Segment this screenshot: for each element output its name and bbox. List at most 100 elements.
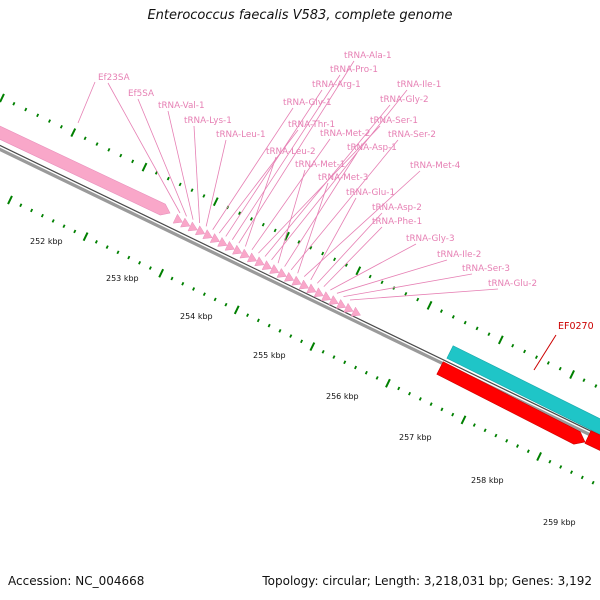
- feature-leader-line: [218, 129, 299, 234]
- feature-leader-line: [297, 182, 329, 274]
- tick-mark-inner: [202, 292, 206, 297]
- feature-leader-line: [290, 139, 399, 271]
- tick-mark-inner: [375, 376, 379, 380]
- tick-mark-inner: [51, 219, 55, 223]
- gene-reverse-arrow: [436, 361, 586, 445]
- ruler-label: 253 kbp: [106, 274, 139, 283]
- tick-mark-inner: [233, 305, 240, 315]
- feature-label: tRNA-Thr-1: [288, 120, 335, 130]
- tick-mark-outer: [59, 124, 63, 129]
- ruler-label: 255 kbp: [253, 351, 286, 360]
- tick-mark-outer: [273, 228, 277, 233]
- tick-mark-inner: [148, 266, 152, 270]
- tick-mark-outer: [131, 159, 135, 164]
- feature-leader-line: [205, 139, 227, 227]
- tick-mark-inner: [300, 339, 304, 344]
- feature-label: tRNA-Pro-1: [330, 65, 378, 75]
- tick-mark-outer: [368, 274, 372, 279]
- feature-label: tRNA-Ile-1: [397, 80, 441, 90]
- tick-mark-inner: [181, 281, 185, 286]
- tick-mark-inner: [158, 268, 165, 278]
- tick-mark-inner: [192, 287, 196, 291]
- tick-mark-outer: [558, 366, 562, 371]
- feature-leader-line: [330, 243, 417, 291]
- tick-mark-outer: [141, 162, 148, 172]
- tick-mark-inner: [429, 402, 433, 406]
- tick-mark-outer: [594, 384, 598, 388]
- trna-arrow: [306, 283, 317, 294]
- feature-leader-line: [212, 107, 294, 230]
- feature-leader-line: [336, 259, 448, 294]
- tick-mark-outer: [48, 119, 52, 123]
- tick-mark-outer: [439, 309, 443, 313]
- feature-leader-line: [193, 125, 201, 224]
- tick-mark-outer: [36, 113, 40, 118]
- tick-mark-inner: [354, 365, 358, 370]
- tick-mark-outer: [426, 300, 433, 310]
- tick-mark-inner: [332, 355, 336, 359]
- tick-mark-inner: [580, 475, 584, 480]
- tick-mark-outer: [321, 251, 325, 256]
- trna-arrow: [194, 225, 206, 236]
- feature-label: tRNA-Met-4: [410, 161, 461, 171]
- trna-arrow: [283, 271, 295, 282]
- feature-label: tRNA-Ser-1: [370, 116, 418, 126]
- tick-mark-outer: [582, 378, 586, 383]
- tick-mark-inner: [408, 391, 412, 396]
- gene-leader-line: [533, 334, 557, 371]
- ruler-label: 257 kbp: [399, 433, 432, 442]
- tick-mark-inner: [94, 240, 98, 244]
- tick-mark-inner: [309, 342, 316, 352]
- ruler-label: 252 kbp: [30, 237, 63, 246]
- feature-leader-line: [284, 152, 358, 267]
- tick-mark-outer: [70, 128, 77, 138]
- tick-mark-outer: [333, 257, 337, 262]
- feature-label: tRNA-Gly-2: [380, 95, 429, 105]
- feature-label: tRNA-Phe-1: [372, 217, 422, 227]
- trna-arrow: [239, 248, 250, 259]
- tick-mark-outer: [12, 101, 16, 106]
- ruler-label: 258 kbp: [471, 476, 504, 485]
- feature-label: tRNA-Lys-1: [184, 116, 232, 126]
- tick-mark-inner: [116, 250, 120, 255]
- feature-leader-line: [245, 156, 277, 247]
- accession-text: Accession: NC_004668: [8, 574, 145, 588]
- tick-mark-inner: [364, 370, 368, 375]
- trna-arrow: [261, 260, 272, 270]
- trna-arrow: [350, 306, 361, 317]
- feature-leader-line: [137, 98, 187, 217]
- tick-mark-outer: [212, 197, 219, 207]
- trna-arrow: [172, 213, 183, 224]
- ruler-label: 254 kbp: [180, 312, 213, 321]
- feature-label: tRNA-Glu-1: [346, 188, 395, 198]
- tick-mark-inner: [256, 318, 260, 323]
- tick-mark-inner: [472, 423, 476, 427]
- feature-label: tRNA-Val-1: [158, 101, 205, 111]
- tick-mark-outer: [249, 217, 253, 221]
- tick-mark-inner: [591, 480, 595, 485]
- tick-mark-outer: [380, 280, 384, 285]
- tick-mark-inner: [460, 415, 467, 425]
- trna-arrow: [187, 221, 198, 232]
- trna-arrow: [313, 287, 324, 298]
- feature-label: tRNA-Asp-2: [372, 203, 422, 213]
- feature-leader-line: [317, 212, 383, 284]
- tick-mark-inner: [19, 203, 23, 208]
- tick-mark-outer: [166, 176, 170, 181]
- feature-label: tRNA-Gly-3: [406, 234, 455, 244]
- feature-leader-line: [264, 104, 391, 257]
- tick-marks: [0, 93, 598, 485]
- feature-label: tRNA-Ser-2: [388, 130, 436, 140]
- tick-mark-inner: [569, 470, 574, 475]
- rrna-leader-line: [77, 81, 96, 124]
- tick-mark-inner: [516, 444, 520, 448]
- feature-leader-line: [323, 226, 383, 287]
- feature-label: tRNA-Gly-1: [283, 98, 332, 108]
- trna-arrow: [209, 233, 221, 243]
- feature-label: tRNA-Ser-3: [462, 264, 510, 274]
- tick-mark-outer: [24, 107, 28, 112]
- trna-arrow: [343, 302, 354, 313]
- feature-leader-line: [277, 169, 306, 264]
- feature-leader-line: [238, 60, 355, 244]
